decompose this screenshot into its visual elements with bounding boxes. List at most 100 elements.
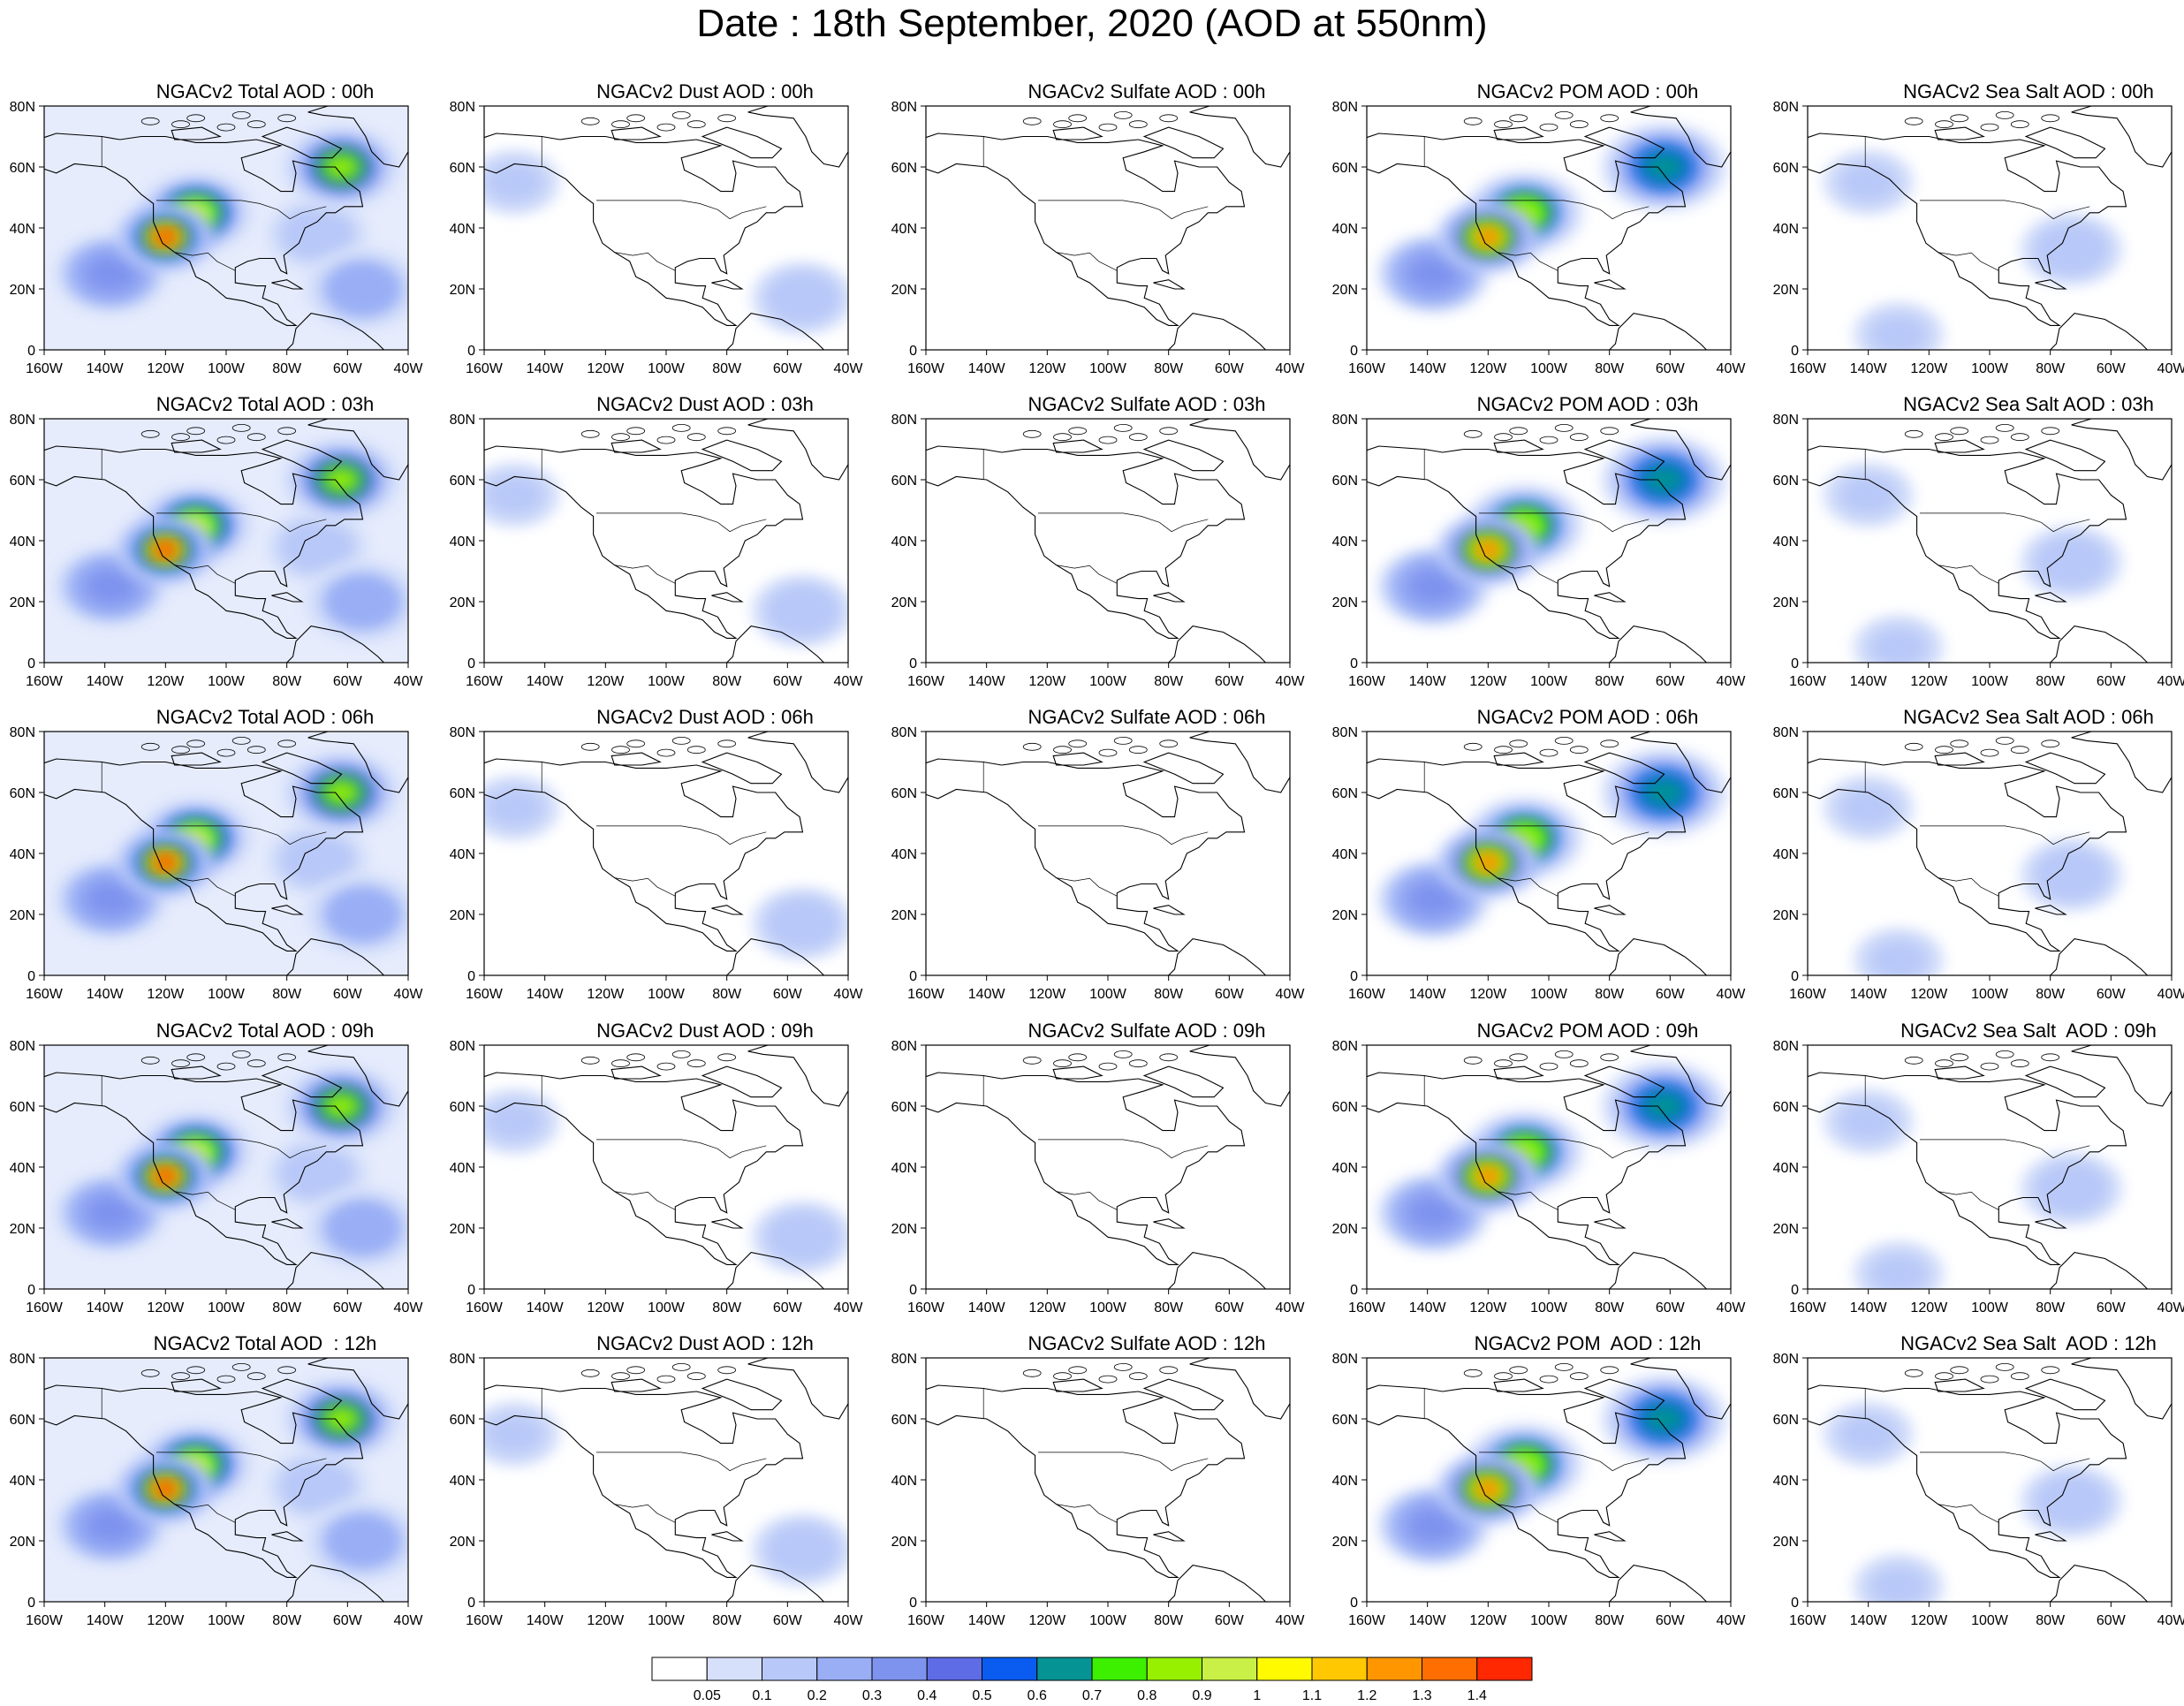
lat-tick-label: 40N [1332, 222, 1358, 237]
lat-tick-label: 20N [891, 1222, 917, 1237]
arctic-island [140, 1369, 160, 1377]
country-border [156, 200, 327, 220]
aod-map: 160W 140W 120W 100W 80W 60W 40W 0 20N 40N 60N 80N [891, 725, 1306, 1002]
country-border [174, 1191, 236, 1210]
coastline [1934, 439, 1985, 453]
aod-plume [1477, 1482, 1499, 1497]
lat-tick-label: 0 [27, 344, 35, 359]
panel-title: NGACv2 POM AOD : 00h [1476, 80, 1699, 102]
lat-tick-label: 80N [450, 725, 475, 740]
lat-tick-label: 0 [1791, 656, 1799, 671]
coastline [1594, 905, 1627, 915]
colorbar-label: 0.3 [862, 1688, 882, 1703]
arctic-island [2010, 433, 2029, 442]
lon-tick-label: 120W [1910, 1300, 1948, 1316]
arctic-island [2010, 746, 2029, 754]
lon-tick-label: 160W [907, 1613, 945, 1628]
aod-plume [333, 894, 392, 935]
arctic-island [717, 1053, 737, 1062]
coastline [1630, 106, 1731, 168]
coastline [1153, 592, 1186, 603]
figure-title: Date : 18th September, 2020 (AOD at 550n… [696, 2, 1488, 45]
coastline [1630, 1045, 1731, 1107]
aod-plume [2041, 1167, 2103, 1209]
arctic-island [216, 123, 236, 132]
arctic-island [717, 739, 737, 748]
arctic-island [1950, 739, 1969, 748]
lat-tick-label: 80N [891, 1039, 917, 1054]
coastline [1493, 752, 1544, 766]
aod-plume [1641, 151, 1687, 183]
aod-plume [1406, 881, 1461, 918]
coastline [271, 279, 304, 290]
coastline [307, 106, 408, 168]
lon-tick-label: 100W [1530, 1300, 1568, 1316]
map-panel: NGACv2 Total AOD : 12h 160W 140W 120W 100W 80… [10, 1331, 486, 1642]
coastline [711, 592, 744, 603]
aod-plume [83, 881, 139, 918]
lon-tick-label: 140W [87, 361, 125, 376]
aod-plume [1867, 1252, 1930, 1289]
lon-tick-label: 80W [2036, 1300, 2066, 1316]
lon-tick-label: 100W [1971, 1613, 2009, 1628]
arctic-island [171, 433, 190, 442]
arctic-island [2041, 1053, 2060, 1062]
arctic-island [1904, 1369, 1923, 1377]
aod-map: 160W 140W 120W 100W 80W 60W 40W 0 20N 40N 60N 80N [10, 725, 424, 1002]
country-border [1056, 877, 1118, 897]
lon-tick-label: 140W [968, 1300, 1006, 1316]
aod-plume [2041, 1480, 2103, 1522]
coastline [701, 1065, 783, 1098]
lat-tick-label: 80N [1332, 725, 1358, 740]
coastline [726, 1565, 824, 1602]
coastline [1583, 752, 1665, 785]
arctic-island [1950, 1053, 1969, 1062]
country-border [1497, 1504, 1558, 1523]
country-border [174, 565, 236, 584]
lat-tick-label: 40N [10, 535, 35, 550]
colorbar-label: 1.1 [1302, 1688, 1322, 1703]
lat-tick-label: 20N [10, 1222, 35, 1237]
lon-tick-label: 140W [1409, 361, 1447, 376]
coastline [747, 732, 848, 793]
country-border [1497, 877, 1558, 897]
lon-tick-label: 40W [2157, 1300, 2184, 1316]
arctic-island [1113, 1363, 1133, 1371]
lon-tick-label: 120W [1028, 1613, 1066, 1628]
panel-title: NGACv2 POM AOD : 09h [1476, 1020, 1699, 1042]
coastline [484, 1384, 804, 1578]
coastline [286, 626, 384, 663]
country-border [1056, 565, 1118, 584]
lon-tick-label: 140W [527, 674, 565, 689]
arctic-island [277, 1366, 297, 1375]
lon-tick-label: 120W [147, 1300, 185, 1316]
aod-plume [322, 466, 361, 493]
arctic-island [216, 1375, 236, 1384]
arctic-island [2041, 427, 2060, 436]
coastline [261, 126, 343, 159]
aod-plume [771, 902, 834, 944]
panel-title: NGACv2 POM AOD : 03h [1476, 393, 1699, 415]
aod-map: 160W 140W 120W 100W 80W 60W 40W 0 20N 40N 60N 80N [891, 1352, 1306, 1628]
coastline [610, 752, 662, 766]
aod-plume [1837, 786, 1900, 830]
lat-tick-label: 60N [891, 474, 917, 489]
lat-tick-label: 0 [467, 344, 475, 359]
lat-tick-label: 0 [27, 969, 35, 984]
lat-tick-label: 40N [10, 1161, 35, 1176]
country-border [614, 1504, 676, 1523]
coastline [2071, 1358, 2172, 1420]
arctic-island [717, 427, 737, 436]
arctic-island [611, 433, 630, 442]
lon-tick-label: 80W [1154, 1613, 1184, 1628]
arctic-island [686, 1059, 706, 1068]
arctic-island [216, 748, 236, 757]
arctic-island [1980, 1062, 1999, 1071]
coastline [610, 1378, 662, 1392]
lon-tick-label: 40W [834, 987, 864, 1002]
lon-tick-label: 40W [2157, 674, 2184, 689]
country-border [596, 512, 767, 533]
lat-tick-label: 40N [450, 222, 475, 237]
lon-tick-label: 60W [333, 361, 363, 376]
lon-tick-label: 140W [968, 674, 1006, 689]
